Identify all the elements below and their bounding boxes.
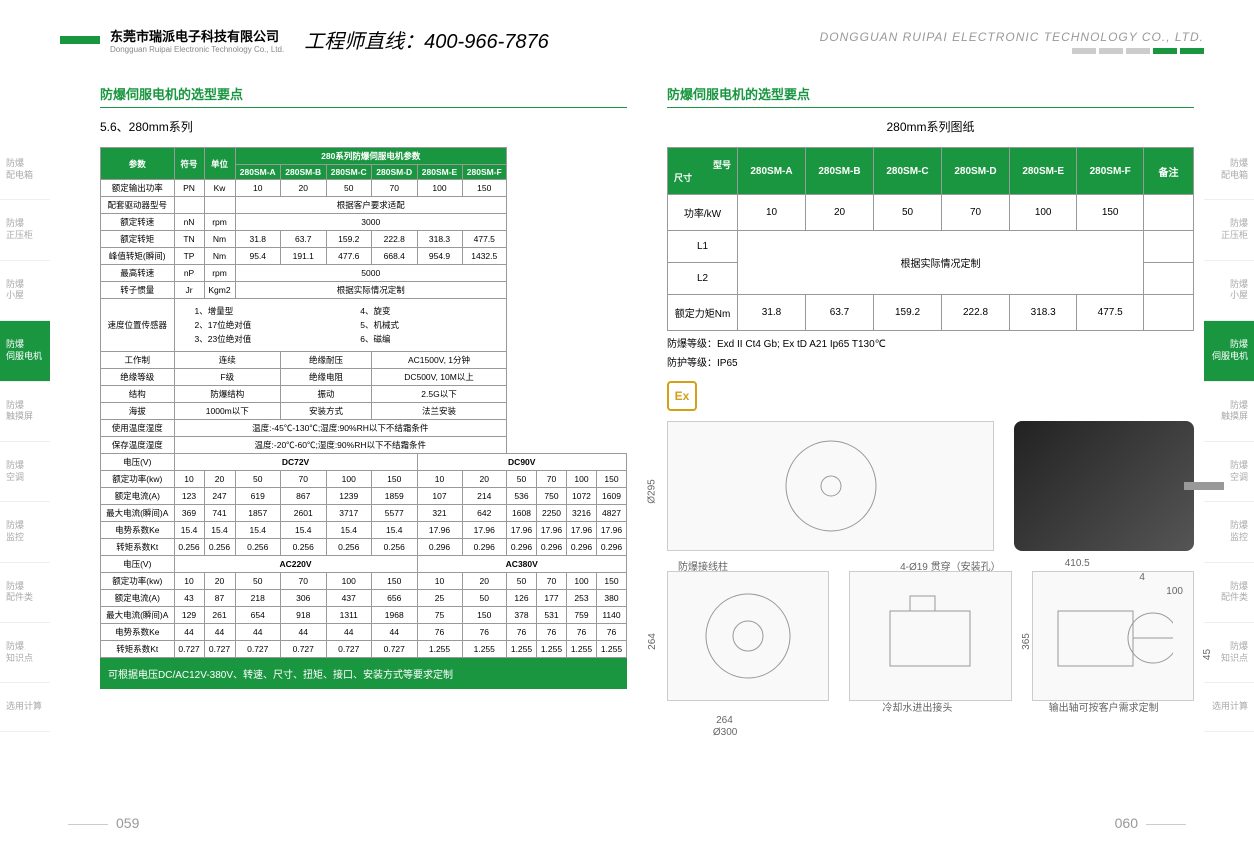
- main-spec-table: 参数符号单位280系列防爆伺服电机参数280SM-A280SM-B280SM-C…: [100, 147, 627, 658]
- nav-item-4[interactable]: 防爆触摸屏: [0, 382, 50, 442]
- front-view-drawing: Ø295: [667, 421, 994, 551]
- nav-item-5[interactable]: 防爆空调: [1204, 442, 1254, 502]
- header-accent-bar: [60, 36, 100, 44]
- company-name-cn: 东莞市瑞派电子科技有限公司: [110, 26, 284, 45]
- dim-295: Ø295: [647, 479, 658, 503]
- nav-item-5[interactable]: 防爆空调: [0, 442, 50, 502]
- dimension-table: 型号尺寸280SM-A280SM-B280SM-C280SM-D280SM-E2…: [667, 147, 1194, 331]
- ex-badge-icon: Ex: [667, 381, 697, 411]
- page-number-left: 059: [60, 815, 139, 831]
- dim-45: 45: [1202, 649, 1213, 660]
- nav-item-0[interactable]: 防爆配电箱: [1204, 140, 1254, 200]
- dim-264v: 264: [647, 633, 658, 650]
- table-footer-note: 可根据电压DC/AC12V-380V、转速、尺寸、扭矩、接口、安装方式等要求定制: [100, 658, 627, 689]
- left-subtitle: 5.6、280mm系列: [100, 118, 627, 135]
- cooling-label: 冷却水进出接头: [882, 699, 952, 714]
- hotline: 工程师直线：400-966-7876: [304, 25, 549, 54]
- hole-label: 4-Ø19 贯穿（安装孔）: [900, 558, 1001, 573]
- dim-100: 100: [1166, 586, 1183, 597]
- content: 防爆伺服电机的选型要点 5.6、280mm系列 参数符号单位280系列防爆伺服电…: [0, 64, 1254, 701]
- dim-300: Ø300: [713, 727, 737, 738]
- shaft-label: 输出轴可按客户需求定制: [1049, 699, 1159, 714]
- sidebar-left: 防爆配电箱防爆正压柜防爆小屋防爆伺服电机防爆触摸屏防爆空调防爆监控防爆配件类防爆…: [0, 140, 50, 732]
- nav-item-6[interactable]: 防爆监控: [1204, 502, 1254, 562]
- right-section-title: 防爆伺服电机的选型要点: [667, 84, 1194, 108]
- header-right: DONGGUAN RUIPAI ELECTRONIC TECHNOLOGY CO…: [820, 30, 1204, 54]
- nav-item-1[interactable]: 防爆正压柜: [1204, 200, 1254, 260]
- side-right-svg: [1053, 591, 1173, 681]
- header-en: DONGGUAN RUIPAI ELECTRONIC TECHNOLOGY CO…: [820, 30, 1204, 44]
- side-view-left: 防爆接线柱 264 264 Ø300: [667, 571, 829, 701]
- nav-item-9[interactable]: 选用计算: [0, 683, 50, 732]
- page-left: 防爆伺服电机的选型要点 5.6、280mm系列 参数符号单位280系列防爆伺服电…: [100, 84, 627, 701]
- side-view-right: 410.5 4 100 45 输出轴可按客户需求定制: [1032, 571, 1194, 701]
- dim-365: 365: [1021, 633, 1032, 650]
- company-name-en: Dongguan Ruipai Electronic Technology Co…: [110, 45, 284, 54]
- explosion-spec: 防爆等级：Exd II Ct4 Gb; Ex tD A21 Ip65 T130℃: [667, 335, 1194, 350]
- right-subtitle: 280mm系列图纸: [667, 118, 1194, 135]
- nav-item-7[interactable]: 防爆配件类: [0, 563, 50, 623]
- side-mid-svg: [880, 591, 980, 681]
- nav-item-3[interactable]: 防爆伺服电机: [0, 321, 50, 381]
- company-block: 东莞市瑞派电子科技有限公司 Dongguan Ruipai Electronic…: [110, 26, 284, 54]
- drawing-area: Ø295 防爆接线柱 264 264 Ø300 4-Ø19 贯穿（安装孔） 36…: [667, 421, 1194, 701]
- dim-264: 264: [716, 715, 733, 726]
- page-right: 防爆伺服电机的选型要点 280mm系列图纸 型号尺寸280SM-A280SM-B…: [667, 84, 1194, 701]
- motor-photo: [1014, 421, 1194, 551]
- nav-item-4[interactable]: 防爆触摸屏: [1204, 382, 1254, 442]
- dim-4: 4: [1139, 572, 1145, 583]
- left-section-title: 防爆伺服电机的选型要点: [100, 84, 627, 108]
- side-left-svg: [703, 591, 793, 681]
- nav-item-9[interactable]: 选用计算: [1204, 683, 1254, 732]
- side-view-mid: 4-Ø19 贯穿（安装孔） 365 冷却水进出接头: [849, 571, 1011, 701]
- nav-item-2[interactable]: 防爆小屋: [0, 261, 50, 321]
- page-number-right: 060: [1115, 815, 1194, 831]
- protection-spec: 防护等级：IP65: [667, 354, 1194, 369]
- terminal-label: 防爆接线柱: [678, 558, 728, 573]
- dim-410: 410.5: [1065, 558, 1090, 569]
- nav-item-7[interactable]: 防爆配件类: [1204, 563, 1254, 623]
- front-view-svg: [781, 436, 881, 536]
- header-bars: [820, 48, 1204, 54]
- nav-item-6[interactable]: 防爆监控: [0, 502, 50, 562]
- nav-item-0[interactable]: 防爆配电箱: [0, 140, 50, 200]
- nav-item-3[interactable]: 防爆伺服电机: [1204, 321, 1254, 381]
- nav-item-1[interactable]: 防爆正压柜: [0, 200, 50, 260]
- nav-item-2[interactable]: 防爆小屋: [1204, 261, 1254, 321]
- page-header: 东莞市瑞派电子科技有限公司 Dongguan Ruipai Electronic…: [0, 0, 1254, 64]
- nav-item-8[interactable]: 防爆知识点: [0, 623, 50, 683]
- sidebar-right: 防爆配电箱防爆正压柜防爆小屋防爆伺服电机防爆触摸屏防爆空调防爆监控防爆配件类防爆…: [1204, 140, 1254, 732]
